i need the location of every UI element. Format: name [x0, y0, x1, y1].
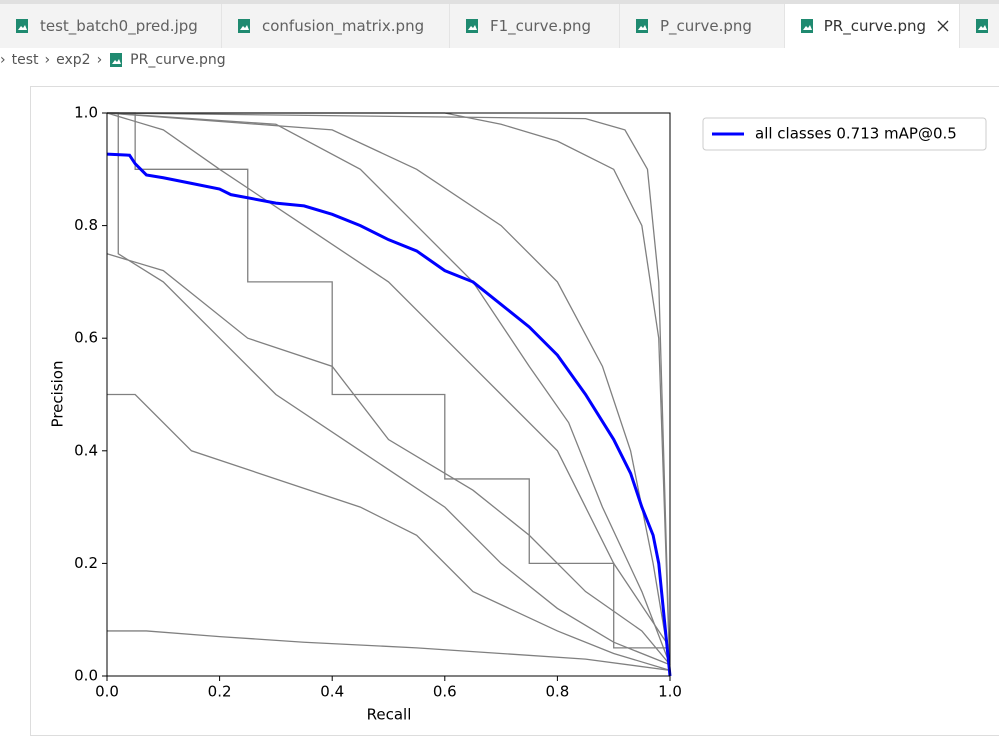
y-tick-label: 0.2: [74, 554, 98, 572]
pr-curve-class: [106, 112, 671, 665]
pr-curve-all: [106, 152, 672, 677]
pr-curve-class: [107, 393, 671, 671]
plot-frame: [106, 112, 671, 677]
tab[interactable]: P_curve.png: [620, 4, 785, 48]
legend-label: all classes 0.713 mAP@0.5: [755, 125, 957, 143]
tab[interactable]: F1_curve.png: [450, 4, 620, 48]
x-tick-label: 0.4: [320, 683, 344, 701]
tab-bar: test_batch0_pred.jpg confusion_matrix.pn…: [0, 0, 999, 48]
file-icon: [466, 19, 478, 33]
tab-label: confusion_matrix.png: [262, 17, 425, 35]
crumb[interactable]: PR_curve.png: [130, 52, 226, 68]
chevron: ›: [96, 52, 103, 68]
pr-curve-class: [106, 112, 671, 649]
file-icon: [16, 19, 28, 33]
file-icon: [976, 19, 988, 33]
pr-curve-class: [107, 112, 670, 649]
y-tick-label: 0.8: [74, 216, 98, 234]
chevron: ›: [0, 52, 6, 68]
tab-label: PR_curve.png: [823, 17, 927, 35]
crumb[interactable]: exp2: [56, 52, 91, 68]
y-tick-label: 0.6: [74, 329, 98, 347]
close-button[interactable]: [936, 19, 949, 33]
file-icon: [238, 19, 250, 33]
pr-curve-class: [106, 112, 671, 665]
file-icon: [636, 19, 648, 33]
pr-curve-class: [107, 630, 671, 672]
tab[interactable]: test_batch0_pred.jpg: [0, 4, 222, 48]
pr-curve-class: [107, 112, 671, 666]
crumb[interactable]: test: [11, 52, 39, 68]
chevron: ›: [44, 52, 51, 68]
tab-label: F1_curve.png: [490, 17, 592, 35]
x-tick-label: 0.0: [95, 683, 119, 701]
file-icon: [801, 19, 813, 33]
chart: Recall Precision 0.0 0.2 0.4 0.6 0.8 1.0 0.0 0.…: [49, 104, 987, 724]
y-axis-label: Precision: [49, 361, 67, 428]
y-tick-label: 0.4: [74, 441, 98, 459]
breadcrumb: › test › exp2 › PR_curve.png: [0, 52, 226, 68]
legend-box: [702, 117, 987, 151]
tab[interactable]: PR_curve.png: [785, 4, 960, 48]
pr-curve-class: [107, 112, 671, 677]
tab-label: test_batch0_pred.jpg: [40, 17, 198, 35]
pr-curve-class: [106, 112, 671, 677]
x-tick-label: 0.6: [433, 683, 457, 701]
x-tick-label: 0.2: [208, 683, 232, 701]
x-axis-label: Recall: [367, 706, 412, 724]
pr-curve-class: [106, 253, 671, 666]
x-tick-label: 0.8: [545, 683, 569, 701]
y-tick-label: 0.0: [74, 667, 98, 685]
tab[interactable]: confusion_matrix.png: [222, 4, 450, 48]
tab-label: P_curve.png: [660, 17, 752, 35]
y-tick-label: 1.0: [74, 104, 98, 122]
tab[interactable]: [960, 4, 999, 48]
x-tick-label: 1.0: [658, 683, 682, 701]
file-icon: [110, 53, 123, 67]
